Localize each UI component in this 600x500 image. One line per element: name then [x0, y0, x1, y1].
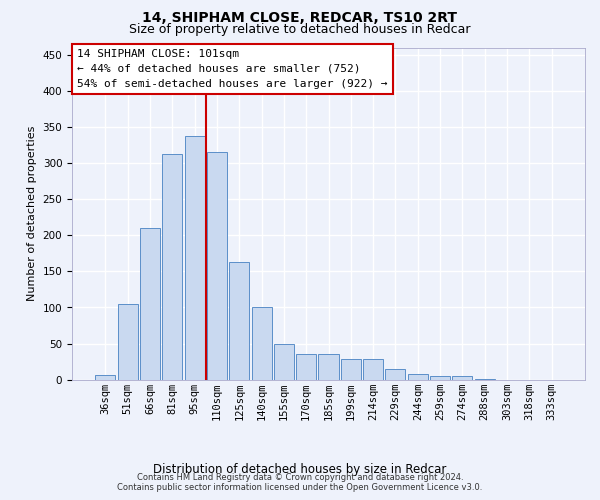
- Text: 14 SHIPHAM CLOSE: 101sqm
← 44% of detached houses are smaller (752)
54% of semi-: 14 SHIPHAM CLOSE: 101sqm ← 44% of detach…: [77, 49, 388, 89]
- Bar: [251, 308, 272, 380]
- Bar: [207, 152, 227, 380]
- Bar: [274, 344, 294, 380]
- Bar: [118, 304, 138, 380]
- Bar: [452, 376, 472, 380]
- Bar: [95, 376, 115, 380]
- Bar: [363, 359, 383, 380]
- Text: 14, SHIPHAM CLOSE, REDCAR, TS10 2RT: 14, SHIPHAM CLOSE, REDCAR, TS10 2RT: [143, 11, 458, 25]
- Text: Contains HM Land Registry data © Crown copyright and database right 2024.
Contai: Contains HM Land Registry data © Crown c…: [118, 473, 482, 492]
- Bar: [140, 228, 160, 380]
- Bar: [408, 374, 428, 380]
- Bar: [319, 354, 338, 380]
- Bar: [229, 262, 250, 380]
- Text: Distribution of detached houses by size in Redcar: Distribution of detached houses by size …: [154, 462, 446, 475]
- Y-axis label: Number of detached properties: Number of detached properties: [27, 126, 37, 302]
- Bar: [296, 354, 316, 380]
- Bar: [341, 359, 361, 380]
- Bar: [430, 376, 450, 380]
- Bar: [385, 369, 406, 380]
- Bar: [475, 379, 495, 380]
- Bar: [185, 136, 205, 380]
- Text: Size of property relative to detached houses in Redcar: Size of property relative to detached ho…: [129, 22, 471, 36]
- Bar: [162, 154, 182, 380]
